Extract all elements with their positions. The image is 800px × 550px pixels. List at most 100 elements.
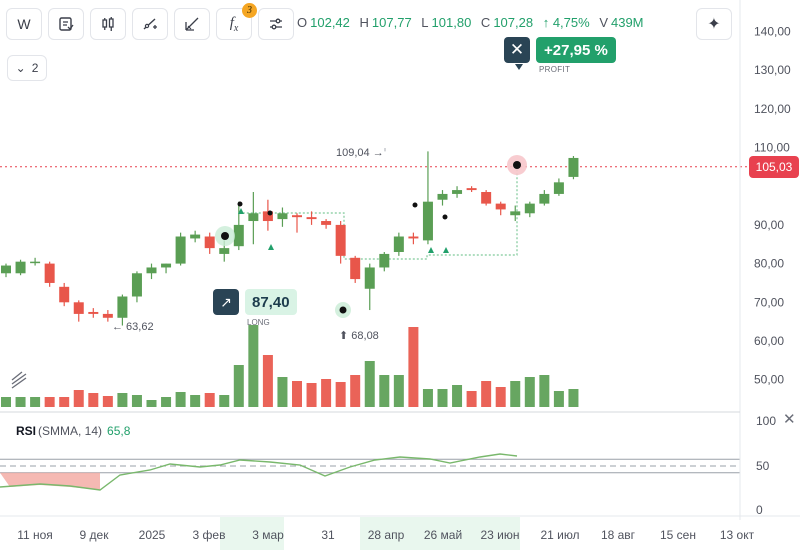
buy-arrow: [238, 208, 244, 214]
profit-label: PROFIT: [539, 65, 571, 74]
volume-bar: [219, 395, 230, 407]
indicator-count-badge: 3: [242, 3, 257, 18]
rsi-name: RSI: [16, 424, 37, 438]
volume-bar: [393, 375, 404, 407]
settings-button[interactable]: [258, 8, 294, 40]
chart-type-icon: [59, 17, 74, 31]
x-axis-tick-label: 26 май: [424, 528, 462, 542]
current-price-tag: 105,03: [749, 156, 799, 178]
volume-bars: [1, 325, 579, 407]
candle-body: [30, 261, 41, 264]
exit-point: [513, 161, 521, 169]
candle-body: [146, 267, 157, 274]
close-trade-button[interactable]: ✕: [504, 37, 530, 63]
volume-bar: [190, 395, 201, 407]
candle-body: [350, 257, 361, 280]
rsi-axis-label: 0: [756, 503, 763, 517]
volume-bar: [350, 375, 361, 407]
volume-bar: [568, 389, 579, 407]
volume-bar: [262, 355, 273, 407]
candle-body: [466, 188, 477, 191]
buy-arrow: [428, 247, 434, 253]
x-axis-tick-label: 11 ноя: [17, 528, 53, 542]
candle-body: [233, 224, 244, 247]
y-axis-tick-label: 50,00: [754, 373, 784, 387]
signal-dot: [267, 210, 273, 216]
sliders-icon: [270, 18, 282, 30]
close-rsi-button[interactable]: ✕: [783, 410, 796, 428]
low-annotation-2: ⬆ 68,08: [339, 330, 379, 342]
volume-bar: [539, 375, 550, 407]
candles-button[interactable]: [90, 8, 126, 40]
volume-bar: [306, 383, 317, 407]
candle-body: [539, 193, 550, 204]
volume-bar: [422, 389, 433, 407]
volume-bar: [466, 391, 477, 407]
pattern-button[interactable]: [174, 8, 210, 40]
chart-type-button[interactable]: [48, 8, 84, 40]
long-label: LONG: [247, 318, 270, 327]
volume-bar: [117, 393, 128, 407]
long-position-button[interactable]: ↗: [213, 289, 239, 315]
candle-body: [524, 203, 535, 214]
candle-body: [364, 267, 375, 289]
volume-bar: [59, 397, 70, 407]
volume-bar: [233, 365, 244, 407]
close-pointer: [515, 64, 523, 70]
candle-body: [44, 263, 55, 283]
candle-body: [408, 236, 419, 239]
x-axis-tick-label: 15 сен: [660, 528, 696, 542]
y-axis-tick-label: 60,00: [754, 334, 784, 348]
candle-body: [568, 157, 579, 177]
volume-bar: [30, 397, 41, 407]
sparkle-icon: ✦: [707, 16, 721, 33]
candle-body: [452, 190, 463, 194]
interval-button[interactable]: W: [6, 8, 42, 40]
x-axis-tick-label: 3 фев: [193, 528, 226, 542]
candle-body: [1, 265, 11, 274]
y-axis-tick-label: 140,00: [754, 24, 791, 38]
candle-body: [15, 261, 26, 274]
volume-value: 439M: [610, 15, 644, 30]
volume-bar: [335, 382, 346, 407]
volume-bar: [510, 381, 521, 407]
volume-icon: [11, 371, 27, 389]
y-axis-tick-label: 120,00: [754, 102, 791, 116]
x-axis-tick-label: 2025: [139, 528, 166, 542]
candle-body: [481, 192, 492, 204]
candle-body: [190, 234, 201, 239]
candle-body: [117, 296, 128, 318]
volume-bar: [524, 377, 535, 407]
drawing-button[interactable]: [132, 8, 168, 40]
high-annotation: 109,04 →: [336, 147, 384, 159]
candle-body: [59, 286, 70, 303]
x-axis-tick-label: 18 авг: [601, 528, 636, 542]
volume-bar: [44, 397, 55, 407]
indicators-button[interactable]: fx 3: [216, 3, 257, 40]
y-axis-tick-label: 130,00: [754, 63, 791, 77]
rsi-pane: 100 50 0: [0, 414, 776, 517]
arrow-up-right-icon: ↗: [220, 293, 232, 310]
volume-bar: [146, 400, 157, 407]
x-axis-tick-label: 9 дек: [80, 528, 110, 542]
candle-body: [495, 203, 506, 210]
time-range-highlight-1: [220, 517, 284, 550]
volume-bar: [379, 375, 390, 407]
volume-bar: [495, 387, 506, 407]
candle-body: [175, 236, 186, 264]
candles-icon: [102, 17, 114, 31]
collapse-indicators-button[interactable]: ⌄ 2: [7, 55, 47, 81]
profit-badge: +27,95 %: [536, 37, 616, 63]
volume-bar: [1, 397, 11, 407]
trade-dotted-line: [238, 166, 518, 260]
low-key: L: [421, 15, 429, 30]
x-axis-tick-label: 13 окт: [720, 528, 755, 542]
fx-icon: fx: [229, 14, 239, 34]
candle-body: [277, 213, 288, 220]
ai-sparkle-button[interactable]: ✦: [696, 8, 732, 40]
buy-arrow: [443, 247, 449, 253]
entry-price-badge: 87,40: [245, 289, 297, 315]
trendline-icon: [143, 18, 157, 30]
volume-bar: [364, 361, 375, 407]
